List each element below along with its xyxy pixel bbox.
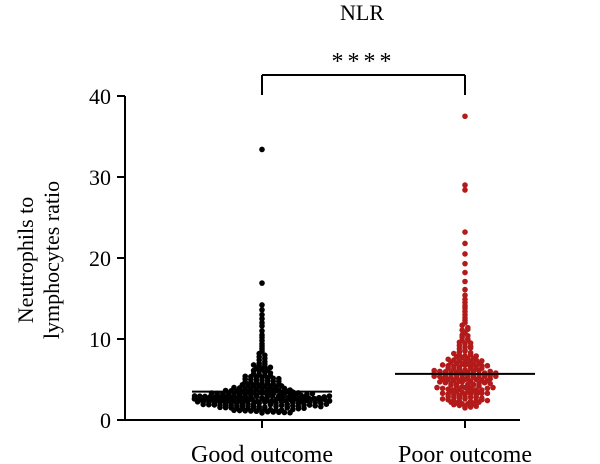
data-point (259, 280, 265, 286)
data-point (479, 358, 485, 364)
significance-bracket: **** (261, 49, 466, 95)
data-point (445, 356, 452, 363)
data-point (439, 396, 446, 402)
data-point (462, 269, 468, 276)
data-point (259, 307, 265, 313)
data-point (462, 278, 468, 285)
significance-label: **** (332, 49, 396, 75)
data-point (254, 398, 260, 405)
x-tick-labels: Good outcome Poor outcome (191, 420, 532, 464)
data-point (259, 320, 265, 326)
data-point (439, 362, 446, 368)
data-point (326, 393, 333, 399)
data-point (259, 328, 265, 334)
chart-title: NLR (340, 0, 384, 25)
data-point (479, 395, 485, 401)
data-point (462, 113, 468, 120)
data-point (278, 407, 285, 413)
data-point (462, 353, 468, 359)
data-point (439, 390, 446, 397)
data-point (231, 384, 237, 391)
y-axis-label-line-1: Neutrophils to (13, 197, 38, 324)
data-point (462, 366, 468, 373)
data-point (451, 387, 457, 393)
data-point (462, 260, 468, 267)
data-points (191, 113, 499, 416)
data-point (242, 373, 248, 380)
y-axis-label: Neutrophils to lymphocytes ratio (13, 181, 64, 339)
data-point (437, 368, 443, 375)
data-point (259, 315, 265, 322)
data-point (267, 364, 274, 371)
data-point (316, 394, 322, 401)
data-point (459, 383, 466, 390)
y-tick-label: 10 (89, 327, 111, 352)
data-point (484, 390, 491, 397)
data-point (259, 395, 265, 401)
y-tick-label: 0 (100, 408, 111, 433)
data-point (311, 395, 317, 402)
data-point (462, 229, 468, 235)
data-point (462, 251, 468, 257)
data-point (484, 362, 491, 369)
data-point (259, 302, 265, 308)
data-point (462, 286, 468, 293)
y-tick-label: 20 (89, 246, 111, 271)
data-point (462, 187, 468, 193)
y-axis-label-line-2: lymphocytes ratio (39, 181, 64, 339)
data-point (267, 406, 274, 413)
data-point (268, 398, 275, 404)
data-point (462, 182, 468, 188)
data-point (262, 352, 268, 359)
data-point (467, 398, 474, 405)
data-point (276, 375, 282, 382)
data-point (262, 404, 268, 410)
data-point (202, 393, 208, 400)
data-point (273, 400, 279, 407)
data-point (259, 311, 265, 318)
data-point (434, 384, 440, 391)
data-point (191, 393, 198, 399)
median-lines (192, 372, 535, 393)
data-point (473, 387, 480, 393)
data-point (445, 386, 452, 393)
x-tick-label: Poor outcome (398, 442, 532, 464)
data-point (473, 353, 480, 359)
data-point (484, 397, 491, 404)
y-ticks: 0 10 20 30 40 (89, 84, 125, 433)
data-point (490, 384, 496, 391)
data-point (459, 327, 466, 333)
data-point (196, 393, 203, 399)
data-point (439, 385, 446, 392)
data-point (259, 332, 265, 338)
data-point (467, 349, 474, 356)
data-point (321, 394, 328, 400)
data-point (250, 362, 257, 368)
y-tick-label: 30 (89, 165, 111, 190)
data-point (465, 324, 471, 331)
data-point (462, 292, 468, 299)
y-tick-label: 40 (89, 84, 111, 109)
data-point (326, 398, 333, 404)
data-point (259, 146, 265, 153)
data-point (431, 367, 438, 374)
data-point (256, 404, 263, 410)
data-point (462, 240, 468, 247)
data-point (304, 391, 310, 398)
data-point (479, 387, 485, 393)
data-point (462, 296, 468, 303)
data-point (484, 385, 491, 392)
x-tick-label: Good outcome (191, 442, 333, 464)
data-point (451, 350, 457, 357)
data-point (487, 368, 494, 375)
